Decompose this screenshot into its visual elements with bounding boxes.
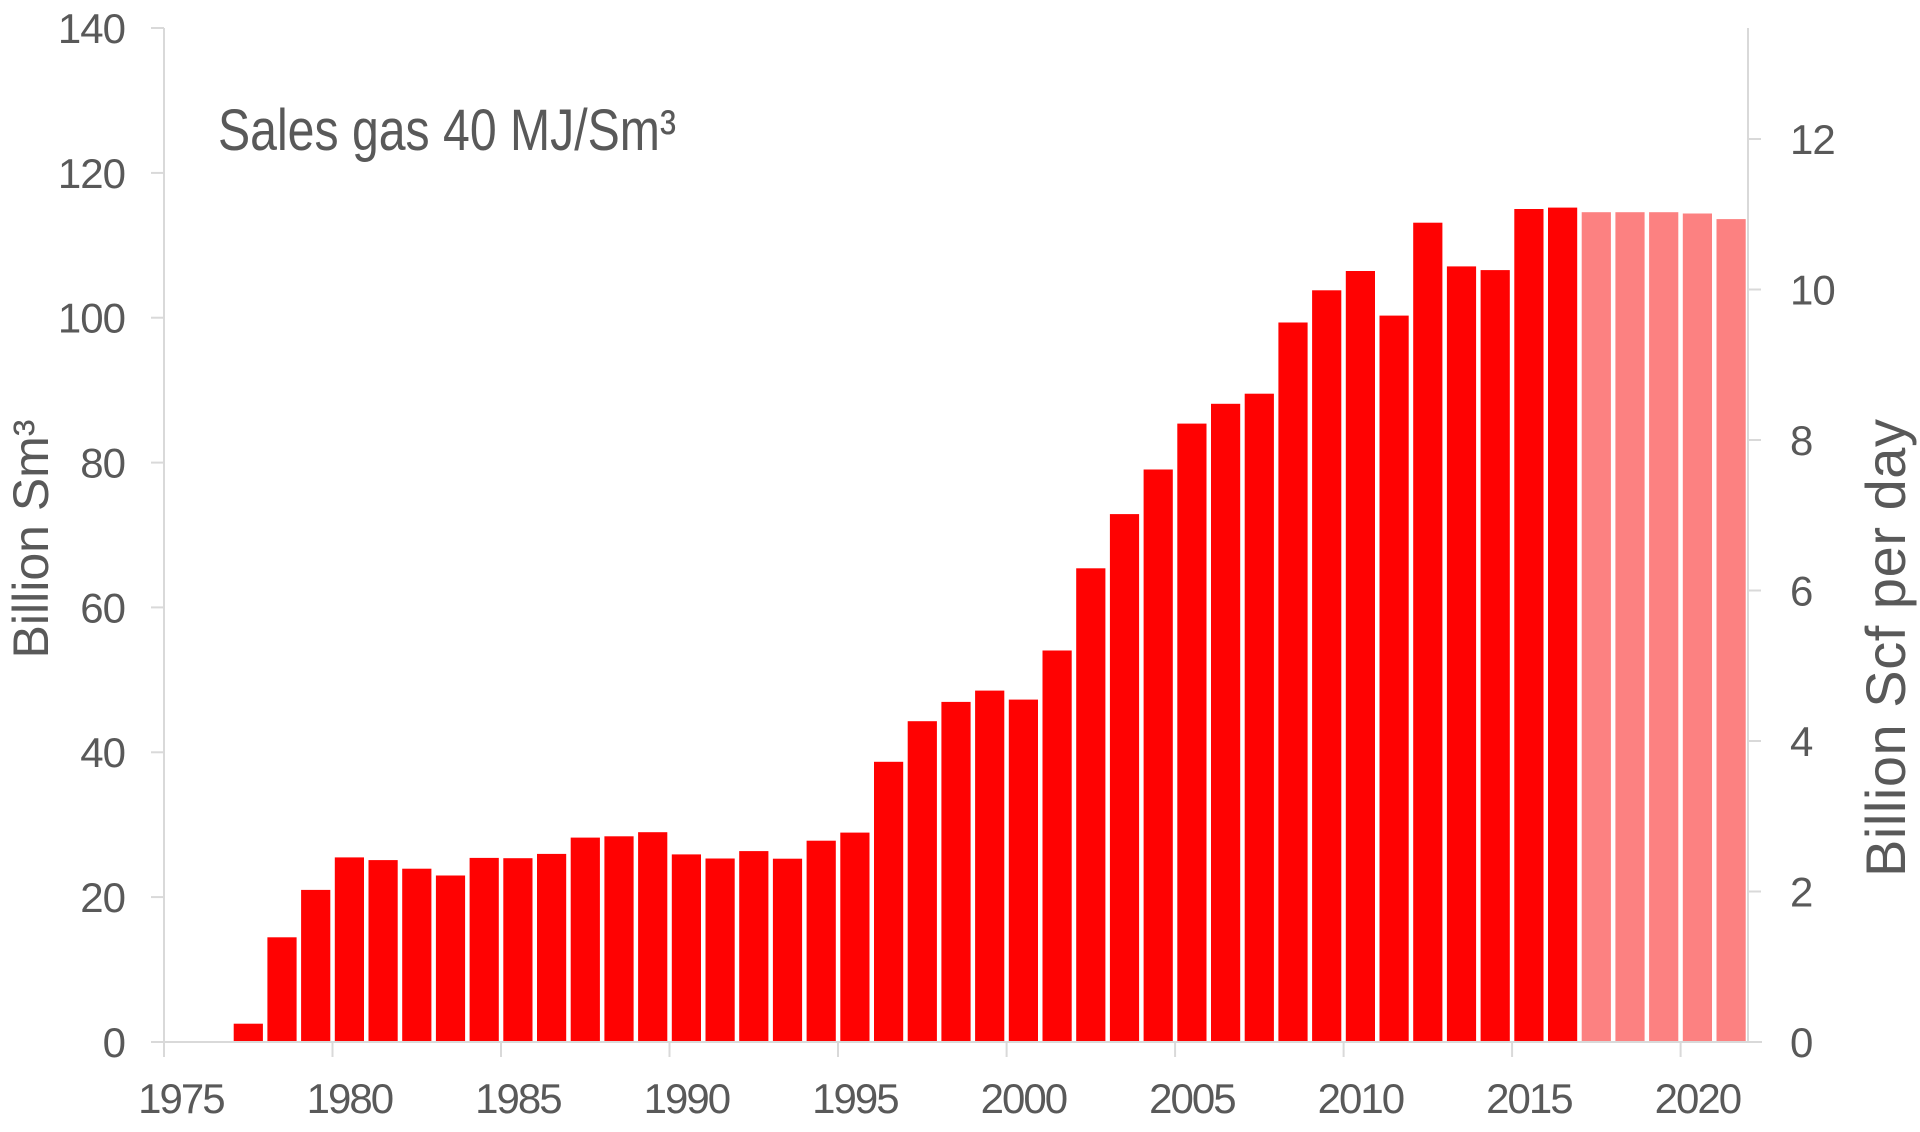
svg-text:0: 0 [103,1019,125,1066]
svg-text:140: 140 [58,5,125,52]
svg-text:40: 40 [80,729,125,776]
svg-text:2: 2 [1790,868,1812,915]
svg-text:60: 60 [80,584,125,631]
svg-text:100: 100 [58,295,125,342]
svg-text:6: 6 [1790,567,1812,614]
svg-text:80: 80 [80,440,125,487]
svg-text:Billion Sm³: Billion Sm³ [3,420,59,659]
svg-text:Billion Scf per day: Billion Scf per day [1854,419,1917,877]
svg-text:20: 20 [80,874,125,921]
svg-text:8: 8 [1790,417,1812,464]
svg-text:120: 120 [58,150,125,197]
svg-text:0: 0 [1790,1019,1812,1066]
svg-text:1980: 1980 [307,1075,393,1122]
svg-text:2005: 2005 [1149,1075,1235,1122]
svg-text:1995: 1995 [812,1075,898,1122]
svg-text:Sales gas 40 MJ/Sm³: Sales gas 40 MJ/Sm³ [218,98,676,163]
svg-text:1985: 1985 [475,1075,561,1122]
svg-text:2010: 2010 [1318,1075,1404,1122]
svg-text:2000: 2000 [981,1075,1067,1122]
svg-text:1990: 1990 [644,1075,730,1122]
svg-text:4: 4 [1790,718,1813,765]
svg-text:2015: 2015 [1486,1075,1572,1122]
svg-text:2020: 2020 [1655,1075,1741,1122]
svg-text:1975: 1975 [138,1075,224,1122]
svg-text:10: 10 [1790,266,1835,313]
svg-text:12: 12 [1790,116,1835,163]
